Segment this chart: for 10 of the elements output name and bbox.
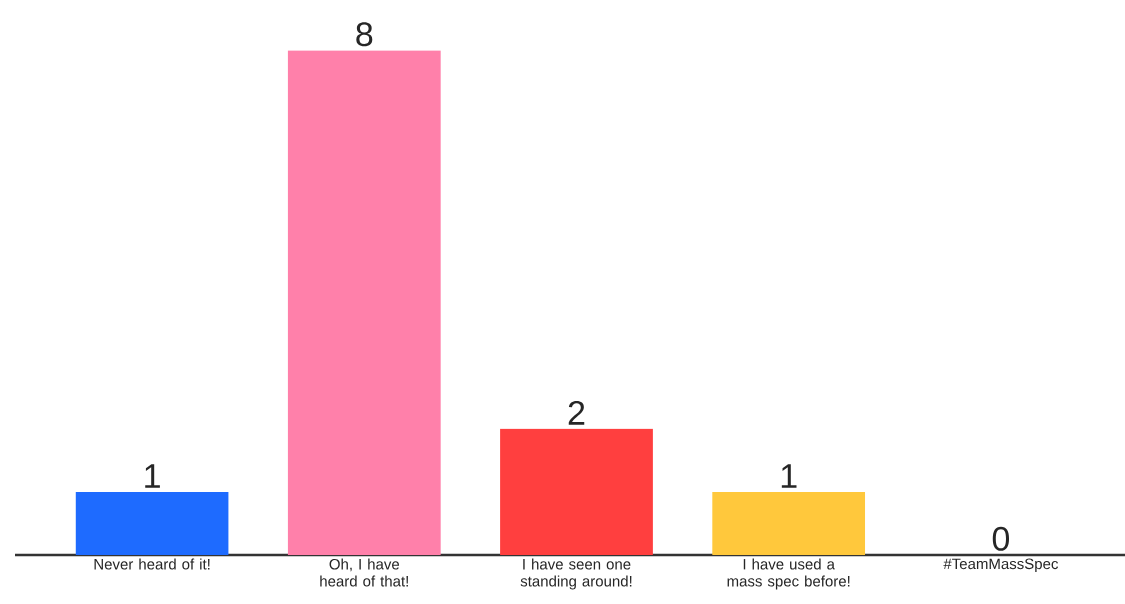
data-label: 8 [356, 22, 373, 47]
x-tick-label: Never heard of it! [94, 558, 210, 570]
x-tick-label: Oh, I have heard of that! [320, 558, 408, 587]
data-label: 1 [145, 464, 160, 488]
x-tick-label: I have used a mass spec before! [727, 558, 850, 590]
x-tick-label: I have seen one standing around! [520, 558, 632, 590]
x-tick-label: #TeamMassSpec [943, 558, 1059, 573]
data-label: 0 [992, 526, 1010, 551]
data-label: 1 [781, 464, 797, 488]
data-label: 2 [568, 400, 585, 425]
